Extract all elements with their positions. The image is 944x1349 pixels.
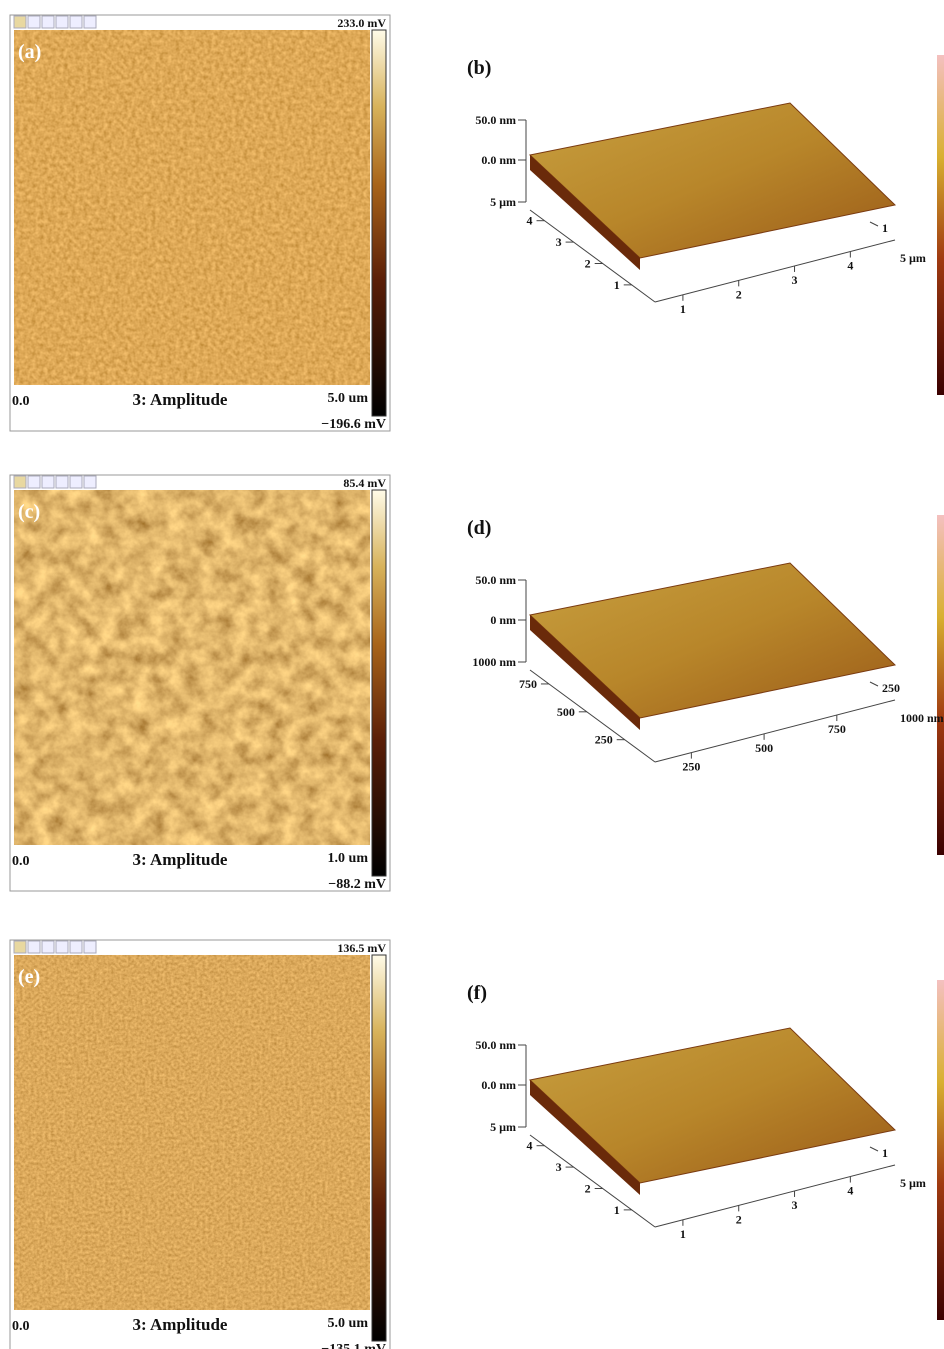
height-color-bar [937,515,944,855]
y-tick-label: 3 [556,235,562,249]
z-axis-label: 50.0 nm [475,113,516,127]
amplitude-image [14,490,370,845]
color-bar [372,30,386,416]
amplitude-image [14,955,370,1310]
toolbar-icon [28,476,40,488]
origin-label: 0.0 [12,394,30,409]
height-color-bar [937,980,944,1320]
side-tick-label: 1 [882,1146,888,1160]
surface [530,1028,895,1183]
z-axis-label: 1000 nm [472,655,516,669]
channel-label: 3: Amplitude [133,390,228,409]
side-tick-label: 1 [882,221,888,235]
toolbar-icon [56,476,68,488]
side-tick [870,222,878,226]
x-tick-label: 1 [680,302,686,316]
y-tick-label: 1 [614,1203,620,1217]
z-axis-label: 50.0 nm [475,573,516,587]
y-tick-label: 2 [585,256,591,270]
z-axis-label: 0.0 nm [481,1078,516,1092]
toolbar-icon [42,476,54,488]
panel-label: (a) [18,41,41,63]
color-bar [372,490,386,876]
z-axis-label: 0.0 nm [481,153,516,167]
min-value: −196.6 mV [321,417,386,432]
scale-label: 5.0 um [328,1316,369,1331]
y-tick-label: 3 [556,1160,562,1174]
amplitude-image [14,30,370,385]
toolbar-icon [14,941,26,953]
z-axis-label: 50.0 nm [475,1038,516,1052]
toolbar-icon [14,476,26,488]
toolbar-icon [84,476,96,488]
figure: 233.0 mV (a) 0.0 3: Amplitude 5.0 um −196.6 m… [0,0,944,1349]
toolbar-icon [70,476,82,488]
page-body: 233.0 mV (a) 0.0 3: Amplitude 5.0 um −196.6 m… [0,0,944,1349]
toolbar-icon [56,941,68,953]
surface [530,103,895,258]
y-tick-label: 500 [557,705,575,719]
x-axis [655,1165,895,1227]
scale-label: 5.0 um [328,391,369,406]
toolbar-icon [14,16,26,28]
y-tick-label: 2 [585,1181,591,1195]
side-tick [870,682,878,686]
y-tick-label: 4 [527,1139,533,1153]
y-tick-label: 750 [519,677,537,691]
y-tick-label: 250 [595,733,613,747]
x-axis-end-label: 1000 nm [900,711,944,725]
y-tick-label: 4 [527,214,533,228]
toolbar-icon [28,16,40,28]
z-axis-label: 5 µm [490,1120,516,1134]
x-tick-label: 500 [755,741,773,755]
x-tick-label: 1 [680,1227,686,1241]
toolbar-icon [42,16,54,28]
x-tick-label: 4 [847,1184,853,1198]
toolbar-icon [84,941,96,953]
z-axis-label: 5 µm [490,195,516,209]
x-tick-label: 3 [792,273,798,287]
toolbar-icon [28,941,40,953]
z-axis-label: 0 nm [490,613,516,627]
max-value: 233.0 mV [337,16,386,30]
channel-label: 3: Amplitude [133,1315,228,1334]
side-tick [870,1147,878,1151]
toolbar-icon [56,16,68,28]
x-axis-end-label: 5 µm [900,1176,926,1190]
channel-label: 3: Amplitude [133,850,228,869]
x-tick-label: 2 [736,287,742,301]
toolbar-icon [42,941,54,953]
min-value: −88.2 mV [328,877,386,892]
toolbar-icon [84,16,96,28]
max-value: 85.4 mV [343,476,386,490]
max-value: 136.5 mV [337,941,386,955]
height-color-bar [937,55,944,395]
panel-label: (e) [18,966,40,988]
x-axis-end-label: 5 µm [900,251,926,265]
surface [530,563,895,718]
scale-label: 1.0 um [328,851,369,866]
panel-label: (d) [467,517,491,539]
x-tick-label: 750 [828,722,846,736]
x-tick-label: 2 [736,1212,742,1226]
x-tick-label: 3 [792,1198,798,1212]
color-bar [372,955,386,1341]
toolbar-icon [70,941,82,953]
x-tick-label: 4 [847,259,853,273]
y-tick-label: 1 [614,278,620,292]
x-axis [655,240,895,302]
min-value: −135.1 mV [321,1342,386,1349]
toolbar-icon [70,16,82,28]
side-tick-label: 250 [882,681,900,695]
page: {"panels_2d": [ {"label": "(a)", "max": … [0,0,944,1349]
origin-label: 0.0 [12,1319,30,1334]
origin-label: 0.0 [12,854,30,869]
panel-label: (b) [467,57,491,79]
panel-label: (f) [467,982,487,1004]
panel-label: (c) [18,501,40,523]
x-tick-label: 250 [682,760,700,774]
